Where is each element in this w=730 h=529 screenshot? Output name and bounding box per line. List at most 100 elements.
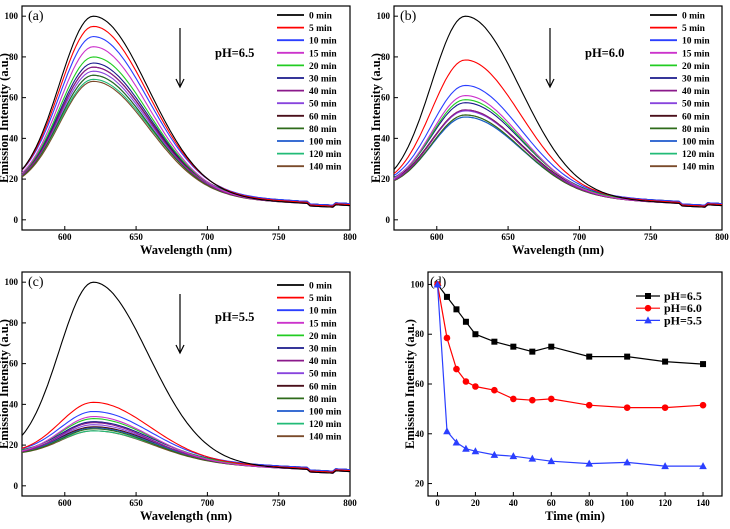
x-tick-label: 700 [201, 232, 215, 242]
data-point-circle [472, 383, 479, 390]
data-point-square [453, 306, 460, 313]
data-point-triangle [471, 447, 480, 455]
x-tick-label: 100 [620, 498, 634, 508]
spectrum-line-20-min [21, 418, 351, 473]
spectrum-line-0-min [393, 15, 723, 208]
x-tick-label: 750 [272, 232, 286, 242]
x-tick-label: 140 [696, 498, 710, 508]
arrow-head [175, 344, 185, 355]
x-tick-label: 800 [343, 232, 357, 242]
legend-label: 20 min [309, 62, 337, 72]
data-point-circle [529, 396, 536, 404]
legend-marker [644, 304, 652, 312]
legend-label: 40 min [309, 87, 337, 97]
y-axis-label: Emission Intensity (a.u.) [0, 319, 11, 449]
spectrum-line-15-min [21, 416, 351, 474]
legend-label: 140 min [309, 433, 342, 443]
y-tick-label: 80 [381, 52, 391, 62]
chart-panel-3: 600 650 700 750 800 0 20 40 60 80 100 Wavelength (n… [0, 271, 357, 523]
legend-marker [645, 293, 651, 299]
y-tick-label: 40 [415, 429, 425, 439]
legend-label: 60 min [682, 112, 710, 122]
x-tick-label: 650 [501, 232, 515, 242]
x-tick-label: 700 [201, 498, 215, 508]
x-tick-label: 800 [343, 498, 357, 508]
legend-label: 20 min [682, 62, 710, 72]
legend-label: 10 min [682, 37, 710, 47]
data-point-circle [443, 334, 451, 342]
legend-label: 80 min [309, 125, 337, 135]
chart-panel-2: 600 650 700 750 800 0 20 40 60 80 100 Wavelength (n… [369, 5, 729, 257]
data-point-circle [453, 365, 460, 373]
y-tick-label: 40 [9, 399, 19, 409]
legend-label: pH=6.5 [664, 289, 702, 303]
legend-label: 40 min [682, 87, 710, 97]
spectrum-line-10-min [21, 35, 351, 206]
legend-label: 80 min [682, 125, 710, 135]
data-point-circle [491, 386, 498, 394]
data-point-circle [699, 401, 707, 409]
panel-label: (b) [400, 9, 417, 24]
legend-label: 50 min [309, 100, 337, 110]
y-tick-label: 100 [411, 279, 425, 289]
y-tick-label: 0 [14, 215, 19, 225]
legend-label: 30 min [682, 75, 710, 85]
y-tick-label: 0 [14, 481, 19, 491]
x-tick-label: 750 [644, 232, 658, 242]
legend-label: 10 min [309, 37, 337, 47]
x-tick-label: 650 [129, 232, 143, 242]
y-tick-label: 60 [415, 379, 425, 389]
legend-label: 60 min [309, 382, 337, 392]
x-tick-label: 600 [58, 232, 72, 242]
data-point-circle [585, 401, 593, 409]
y-axis-label: Emission Intensity (a.u.) [0, 53, 11, 183]
data-point-triangle [699, 462, 707, 470]
legend-label: 120 min [309, 420, 342, 430]
x-axis-label: Wavelength (nm) [140, 509, 232, 523]
legend-label: 5 min [682, 24, 706, 34]
ph-annotation: pH=6.0 [585, 46, 624, 60]
y-tick-label: 80 [415, 329, 425, 339]
spectrum-line-0-min [21, 15, 351, 208]
x-tick-label: 40 [509, 498, 519, 508]
legend-label: 100 min [309, 408, 342, 418]
plot-frame [393, 5, 723, 231]
data-point-square [624, 353, 631, 360]
y-tick-label: 60 [381, 93, 391, 103]
y-tick-label: 80 [9, 318, 19, 328]
y-tick-label: 60 [9, 359, 19, 369]
data-point-triangle [443, 427, 451, 435]
spectrum-line-5-min [21, 401, 351, 473]
legend-label: 15 min [309, 319, 337, 329]
x-tick-label: 800 [715, 232, 729, 242]
legend-marker [644, 316, 652, 324]
panel-label: (c) [28, 275, 44, 290]
legend-label: 100 min [682, 138, 715, 148]
data-point-triangle [528, 454, 537, 462]
y-axis-label: Emission Intensity (a.u.) [403, 319, 417, 449]
x-axis-label: Time (min) [545, 509, 605, 523]
y-tick-label: 100 [377, 11, 391, 21]
spectrum-line-15-min [21, 46, 351, 208]
y-tick-label: 100 [5, 277, 19, 287]
data-point-square [529, 348, 536, 355]
y-tick-label: 20 [9, 174, 19, 184]
legend-label: 120 min [682, 150, 715, 160]
x-tick-label: 0 [435, 498, 440, 508]
legend-label: 10 min [309, 307, 337, 317]
spectrum-line-5-min [21, 25, 351, 207]
data-point-square [472, 331, 479, 338]
data-point-triangle [490, 450, 499, 458]
y-tick-label: 40 [9, 133, 19, 143]
spectrum-line-5-min [393, 59, 723, 207]
spectrum-line-15-min [393, 95, 723, 208]
legend-label: 60 min [309, 112, 337, 122]
data-point-square [491, 338, 498, 345]
data-point-triangle [452, 438, 461, 446]
x-axis-label: Wavelength (nm) [512, 243, 604, 257]
spectrum-line-100-min [393, 116, 723, 207]
chart-panel-1: 600 650 700 750 800 0 20 40 60 80 100 Wavelength (n… [0, 5, 357, 257]
x-tick-label: 120 [658, 498, 672, 508]
data-point-triangle [661, 462, 669, 470]
